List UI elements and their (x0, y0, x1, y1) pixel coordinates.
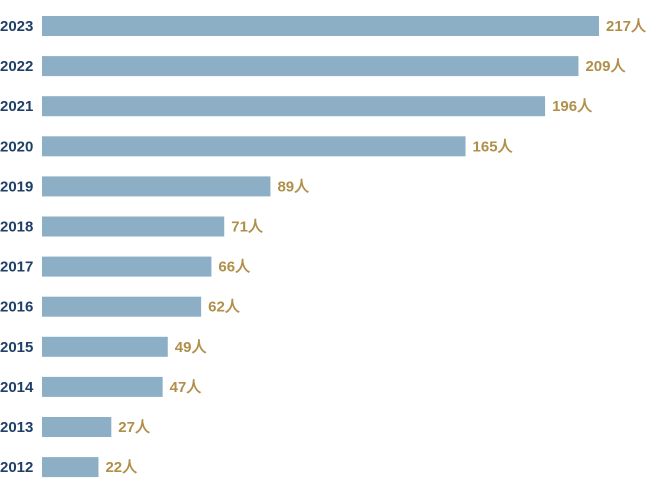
bar-2017 (42, 256, 212, 277)
year-label-2021: 2021 (0, 98, 33, 115)
year-label-2020: 2020 (0, 138, 33, 155)
year-label-2023: 2023 (0, 18, 33, 35)
value-label-2013: 27人 (118, 419, 151, 436)
value-label-2016: 62人 (208, 299, 241, 316)
year-label-2012: 2012 (0, 459, 33, 476)
bar-2012 (42, 457, 99, 478)
value-label-2022: 209人 (585, 58, 626, 75)
bar-2014 (42, 376, 163, 397)
value-label-2017: 66人 (218, 259, 251, 276)
bar-2018 (42, 216, 225, 237)
bar-2013 (42, 417, 112, 437)
year-label-2016: 2016 (0, 299, 33, 316)
bar-2016 (42, 296, 202, 317)
bar-2020 (42, 136, 466, 157)
year-label-2017: 2017 (0, 259, 33, 276)
year-label-2018: 2018 (0, 219, 33, 236)
year-label-2014: 2014 (0, 379, 34, 396)
year-label-2013: 2013 (0, 419, 33, 436)
value-label-2015: 49人 (175, 339, 208, 356)
value-label-2014: 47人 (170, 379, 203, 396)
value-label-2020: 165人 (473, 138, 514, 155)
year-labels: 2023 2022 2021 2020 2019 2018 2017 2016 2015 2014… (0, 18, 34, 476)
bars (42, 16, 599, 478)
value-label-2012: 22人 (105, 459, 138, 476)
value-label-2021: 196人 (552, 98, 593, 115)
year-label-2015: 2015 (0, 339, 33, 356)
bar-2019 (42, 176, 271, 197)
bar-2015 (42, 336, 168, 357)
year-label-2022: 2022 (0, 58, 33, 75)
value-label-2023: 217人 (606, 18, 647, 35)
year-label-2019: 2019 (0, 178, 33, 195)
value-labels: 217人 209人 196人 165人 89人 71人 66人 62人 49人 47人 27人 22人 (105, 18, 647, 476)
bar-2021 (42, 96, 546, 117)
value-label-2019: 89人 (277, 178, 310, 195)
bar-2023 (42, 16, 599, 36)
bar-2022 (42, 56, 579, 77)
value-label-2018: 71人 (231, 219, 264, 236)
